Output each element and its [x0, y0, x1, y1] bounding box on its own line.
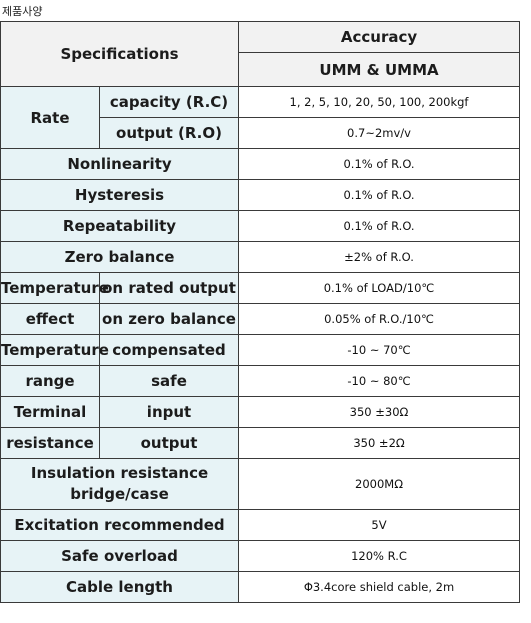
- nonlinearity-value: 0.1% of R.O.: [238, 148, 521, 180]
- rate-capacity-value: 1, 2, 5, 10, 20, 50, 100, 200kgf: [238, 86, 521, 118]
- rate-label: Rate: [0, 86, 100, 149]
- spec-table: Specifications Accuracy UMM & UMMA Rate …: [0, 21, 521, 603]
- temperature-range-label-bottom: range: [0, 365, 100, 397]
- compensated-value: -10 ~ 70℃: [238, 334, 521, 366]
- on-zero-balance-label: on zero balance: [98, 303, 240, 335]
- excitation-value: 5V: [238, 509, 521, 541]
- temperature-effect-label-bottom: effect: [0, 303, 100, 335]
- temperature-range-label-top: Temperature: [0, 334, 109, 366]
- terminal-input-value: 350 ±30Ω: [238, 396, 521, 428]
- hysteresis-value: 0.1% of R.O.: [238, 179, 521, 211]
- header-accuracy: Accuracy: [238, 21, 521, 53]
- rate-capacity-label: capacity (R.C): [98, 86, 240, 118]
- rate-output-value: 0.7~2mv/v: [238, 117, 521, 149]
- safe-value: -10 ~ 80℃: [238, 365, 521, 397]
- on-rated-output-value: 0.1% of LOAD/10℃: [238, 272, 521, 304]
- insulation-label-line1: Insulation resistance: [30, 464, 209, 482]
- on-rated-output-label: on rated output: [98, 272, 240, 304]
- insulation-value: 2000MΩ: [238, 458, 521, 510]
- terminal-output-label: output: [98, 427, 240, 459]
- cable-length-label: Cable length: [0, 571, 240, 603]
- zero-balance-label: Zero balance: [0, 241, 240, 273]
- terminal-output-value: 350 ±2Ω: [238, 427, 521, 459]
- terminal-resistance-label-bottom: resistance: [0, 427, 100, 459]
- page-title: 제품사양: [2, 5, 43, 18]
- nonlinearity-label: Nonlinearity: [0, 148, 240, 180]
- repeatability-label: Repeatability: [0, 210, 240, 242]
- header-model: UMM & UMMA: [238, 52, 521, 87]
- safe-label: safe: [98, 365, 240, 397]
- compensated-label: compensated: [98, 334, 240, 366]
- safe-overload-value: 120% R.C: [238, 540, 521, 572]
- repeatability-value: 0.1% of R.O.: [238, 210, 521, 242]
- terminal-resistance-label-top: Terminal: [0, 396, 100, 428]
- insulation-label: Insulation resistance bridge/case: [0, 458, 240, 510]
- excitation-label: Excitation recommended: [0, 509, 240, 541]
- on-zero-balance-value: 0.05% of R.O./10℃: [238, 303, 521, 335]
- cable-length-value: Φ3.4core shield cable, 2m: [238, 571, 521, 603]
- rate-output-label: output (R.O): [98, 117, 240, 149]
- insulation-label-line2: bridge/case: [70, 485, 169, 503]
- temperature-effect-label-top: Temperature: [0, 272, 109, 304]
- terminal-input-label: input: [98, 396, 240, 428]
- zero-balance-value: ±2% of R.O.: [238, 241, 521, 273]
- hysteresis-label: Hysteresis: [0, 179, 240, 211]
- header-specifications: Specifications: [0, 21, 240, 87]
- safe-overload-label: Safe overload: [0, 540, 240, 572]
